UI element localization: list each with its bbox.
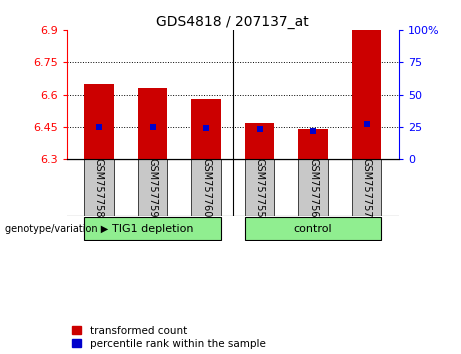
Bar bbox=[245, 122, 274, 159]
Bar bbox=[84, 84, 114, 159]
Text: GSM757757: GSM757757 bbox=[361, 158, 372, 217]
Title: GDS4818 / 207137_at: GDS4818 / 207137_at bbox=[156, 15, 309, 29]
Text: GSM757759: GSM757759 bbox=[148, 158, 158, 217]
Bar bbox=[138, 159, 167, 216]
Bar bbox=[84, 217, 221, 240]
Bar bbox=[191, 99, 221, 159]
Bar bbox=[352, 30, 381, 159]
Bar bbox=[245, 217, 381, 240]
Text: GSM757755: GSM757755 bbox=[254, 158, 265, 217]
Bar bbox=[191, 159, 221, 216]
Bar bbox=[245, 159, 274, 216]
Text: GSM757760: GSM757760 bbox=[201, 158, 211, 217]
Legend: transformed count, percentile rank within the sample: transformed count, percentile rank withi… bbox=[72, 326, 266, 349]
Bar bbox=[298, 129, 328, 159]
Text: GSM757756: GSM757756 bbox=[308, 158, 318, 217]
Bar bbox=[138, 88, 167, 159]
Text: TIG1 depletion: TIG1 depletion bbox=[112, 223, 193, 234]
Text: genotype/variation ▶: genotype/variation ▶ bbox=[5, 223, 108, 234]
Text: control: control bbox=[294, 223, 332, 234]
Text: GSM757758: GSM757758 bbox=[94, 158, 104, 217]
Bar bbox=[298, 159, 328, 216]
Bar bbox=[352, 159, 381, 216]
Bar bbox=[84, 159, 114, 216]
